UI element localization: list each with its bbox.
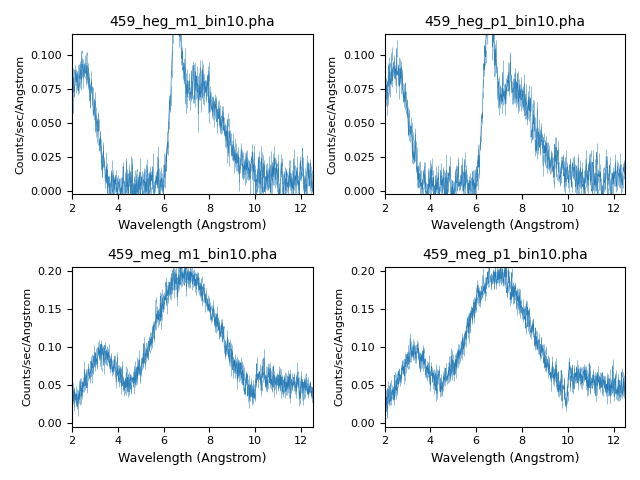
- Title: 459_heg_m1_bin10.pha: 459_heg_m1_bin10.pha: [109, 15, 275, 29]
- Title: 459_meg_p1_bin10.pha: 459_meg_p1_bin10.pha: [422, 248, 588, 262]
- Y-axis label: Counts/sec/Angstrom: Counts/sec/Angstrom: [15, 55, 25, 174]
- X-axis label: Wavelength (Angstrom): Wavelength (Angstrom): [118, 219, 266, 232]
- Y-axis label: Counts/sec/Angstrom: Counts/sec/Angstrom: [335, 287, 344, 407]
- X-axis label: Wavelength (Angstrom): Wavelength (Angstrom): [431, 452, 579, 465]
- X-axis label: Wavelength (Angstrom): Wavelength (Angstrom): [118, 452, 266, 465]
- X-axis label: Wavelength (Angstrom): Wavelength (Angstrom): [431, 219, 579, 232]
- Title: 459_meg_m1_bin10.pha: 459_meg_m1_bin10.pha: [107, 248, 278, 262]
- Title: 459_heg_p1_bin10.pha: 459_heg_p1_bin10.pha: [424, 15, 585, 29]
- Y-axis label: Counts/sec/Angstrom: Counts/sec/Angstrom: [22, 287, 32, 407]
- Y-axis label: Counts/sec/Angstrom: Counts/sec/Angstrom: [328, 55, 337, 174]
